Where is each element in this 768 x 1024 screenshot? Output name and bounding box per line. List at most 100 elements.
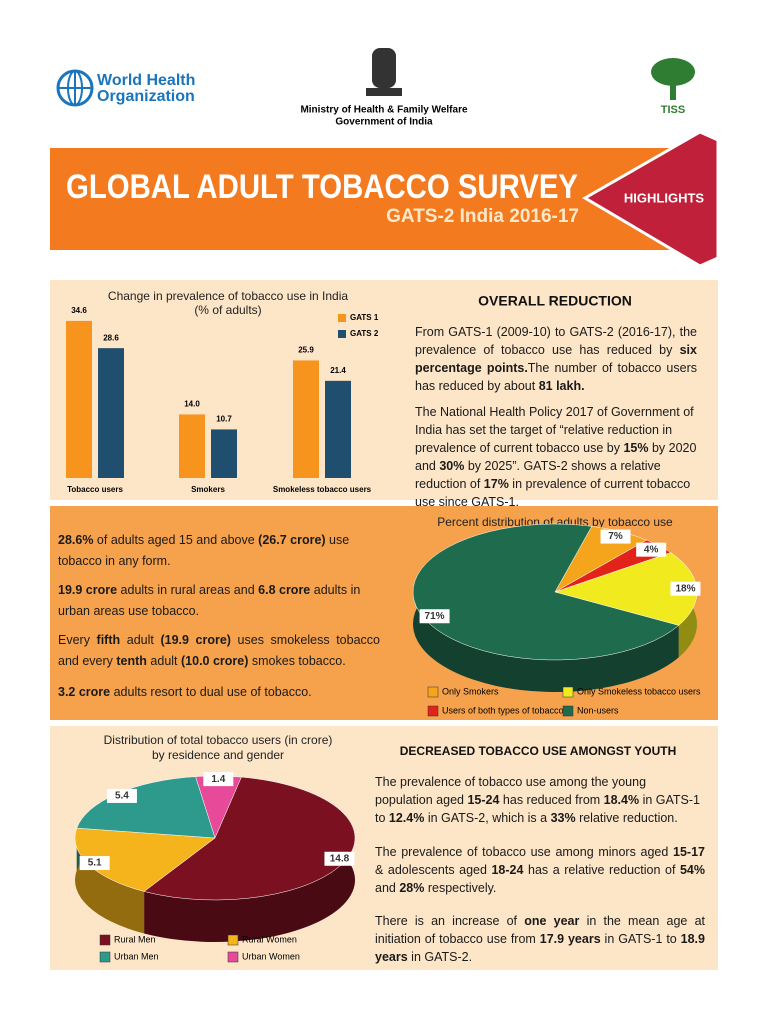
bold-text: fifth xyxy=(96,633,121,647)
bar xyxy=(66,320,92,478)
legend-label: Users of both types of tobacco xyxy=(442,705,564,715)
legend-swatch xyxy=(562,686,574,698)
label-box xyxy=(600,529,631,544)
legend-swatch xyxy=(99,934,111,946)
highlights-text: HIGHLIGHTS xyxy=(624,190,704,205)
national-emblem xyxy=(366,48,402,96)
text: adult xyxy=(120,633,161,647)
text: From GATS-1 (2009-10) to GATS-2 (2016-17… xyxy=(415,325,697,357)
bold-text: 28.6% xyxy=(58,533,94,547)
bold-text: 18.9 years xyxy=(375,932,705,964)
who-name: World Health xyxy=(97,72,195,89)
paragraph: The National Health Policy 2017 of Gover… xyxy=(415,403,697,511)
bar-value-label: 21.4 xyxy=(330,366,346,375)
slice-label: 71% xyxy=(425,611,445,622)
x-tick-label: Smokers xyxy=(191,485,225,494)
legend-label: Urban Women xyxy=(242,951,300,961)
label-box xyxy=(106,788,137,803)
bold-text: one year xyxy=(524,914,580,928)
bar xyxy=(211,429,237,478)
legend-label: GATS 1 xyxy=(350,313,379,322)
x-tick-label: Tobacco users xyxy=(67,485,123,494)
ministry: Government of India xyxy=(335,117,433,128)
bold-text: 12.4% xyxy=(388,811,425,825)
legend-swatch xyxy=(338,330,346,338)
legend-label: Only Smokeless tobacco users xyxy=(577,686,701,696)
chart-title: (% of adults) xyxy=(194,303,261,317)
legend-label: GATS 2 xyxy=(350,329,379,338)
text: in GATS-2. xyxy=(407,950,473,964)
who-name: Organization xyxy=(97,88,195,105)
label-box xyxy=(419,609,450,624)
slice-label: 5.1 xyxy=(88,858,102,869)
text: respectively. xyxy=(424,881,497,895)
label-box xyxy=(79,856,110,871)
paragraph: The prevalence of tobacco use among the … xyxy=(375,773,705,827)
text: uses smokeless tobacco and every xyxy=(58,633,380,668)
paragraph: 3.2 crore adults resort to dual use of t… xyxy=(58,682,380,703)
text: smokes tobacco. xyxy=(248,654,346,668)
paragraph: 19.9 crore adults in rural areas and 6.8… xyxy=(58,580,380,622)
bold-text: 54% xyxy=(679,863,705,877)
chart-title: Distribution of total tobacco users (in … xyxy=(104,733,333,747)
label-box xyxy=(203,772,234,787)
legend-swatch xyxy=(227,951,239,963)
bold-text: (19.9 crore) xyxy=(160,633,231,647)
who-logo xyxy=(56,69,94,107)
charts: Change in prevalence of tobacco use in I… xyxy=(66,289,701,963)
chart-title: Percent distribution of adults by tobacc… xyxy=(437,515,673,529)
slice-label: 4% xyxy=(644,544,659,555)
text: relative reduction. xyxy=(575,811,678,825)
paragraph: 28.6% of adults aged 15 and above (26.7 … xyxy=(58,530,380,572)
slice-label: 7% xyxy=(608,531,623,542)
bar xyxy=(325,380,351,478)
text: The number of tobacco users has reduced … xyxy=(415,361,697,393)
legend-label: Only Smokers xyxy=(442,686,499,696)
section-heading: OVERALL REDUCTION xyxy=(478,293,632,309)
x-tick-label: Smokeless tobacco users xyxy=(273,485,372,494)
legend-label: Urban Men xyxy=(114,951,159,961)
tiss-logo xyxy=(651,58,695,100)
chart-title: Change in prevalence of tobacco use in I… xyxy=(108,289,348,303)
legend-swatch xyxy=(227,934,239,946)
bar-value-label: 28.6 xyxy=(103,333,119,342)
slice-label: 1.4 xyxy=(211,774,225,785)
tiss-name: TISS xyxy=(661,104,685,116)
label-box xyxy=(324,851,355,866)
legend-label: Rural Women xyxy=(242,934,297,944)
slice-label: 5.4 xyxy=(115,791,129,802)
bar xyxy=(293,360,319,478)
text: in prevalence of current tobacco use sin… xyxy=(415,477,691,509)
text: adult xyxy=(146,654,181,668)
highlights-tag xyxy=(582,130,720,268)
bold-text: (26.7 crore) xyxy=(258,533,326,547)
text: in the mean age at initiation of tobacco… xyxy=(375,914,705,946)
text: and xyxy=(375,881,400,895)
text: There is an increase of xyxy=(375,914,525,928)
bold-text: 15-24 xyxy=(467,793,500,807)
bold-text: tenth xyxy=(116,654,147,668)
text: adults resort to dual use of tobacco. xyxy=(110,685,312,699)
bar xyxy=(179,414,205,478)
bar-value-label: 14.0 xyxy=(184,400,200,409)
bar-value-label: 10.7 xyxy=(216,415,232,424)
legend-swatch xyxy=(427,705,439,717)
bold-text: (10.0 crore) xyxy=(181,654,249,668)
bold-text: 18-24 xyxy=(491,863,524,877)
text: adults in rural areas and xyxy=(117,583,259,597)
paragraph: From GATS-1 (2009-10) to GATS-2 (2016-17… xyxy=(415,323,697,395)
bold-text: 17.9 years xyxy=(539,932,601,946)
section-heading: DECREASED TOBACCO USE AMONGST YOUTH xyxy=(400,744,676,758)
text: by 2025”. GATS-2 shows a relative reduct… xyxy=(415,459,661,491)
pie-side xyxy=(75,828,145,934)
bold-text: 18.4% xyxy=(603,793,640,807)
slice-label: 18% xyxy=(675,583,695,594)
text: The prevalence of tobacco use among mino… xyxy=(375,845,674,859)
text: adults in urban areas use tobacco. xyxy=(58,583,361,618)
legend-swatch xyxy=(338,314,346,322)
chart-title: by residence and gender xyxy=(152,748,284,762)
legend-swatch xyxy=(562,705,574,717)
bar-value-label: 25.9 xyxy=(298,346,314,355)
